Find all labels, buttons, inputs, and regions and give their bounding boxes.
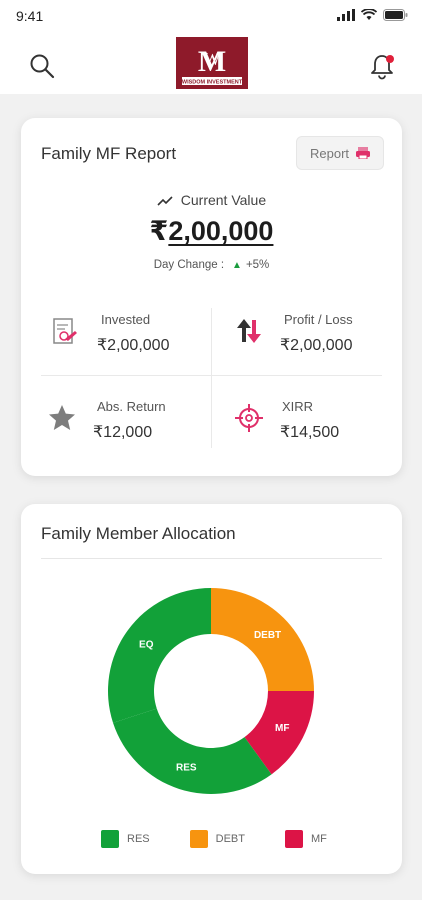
family-mf-report-card: Family MF Report Report Current Value ₹2… xyxy=(21,118,402,476)
stat-value: ₹14,500 xyxy=(280,424,340,441)
notification-button[interactable] xyxy=(370,52,396,80)
donut-label-mf: MF xyxy=(275,723,289,734)
legend-item-mf: MF xyxy=(284,830,327,848)
legend-item-res: RES xyxy=(101,830,150,848)
invested-icon xyxy=(53,318,77,344)
chart-legend: RES DEBT MF xyxy=(101,830,349,848)
day-change-label: Day Change : xyxy=(153,259,225,271)
legend-label: RES xyxy=(127,833,150,845)
pdf-icon xyxy=(356,147,371,159)
legend-swatch xyxy=(284,830,303,848)
donut-slice-res[interactable] xyxy=(113,708,272,794)
trend-icon xyxy=(157,196,173,206)
status-bar: 9:41 xyxy=(0,0,422,32)
svg-text:M: M xyxy=(198,45,226,78)
stats-divider-vertical xyxy=(211,308,212,448)
allocation-divider xyxy=(41,558,382,559)
donut-slice-eq[interactable] xyxy=(107,588,211,723)
day-change: Day Change : ▲ +5% xyxy=(21,259,402,271)
stat-abs-return: Abs. Return ₹12,000 xyxy=(47,399,197,449)
up-triangle-icon: ▲ xyxy=(232,260,242,271)
stat-invested: Invested ₹2,00,000 xyxy=(51,312,201,362)
donut-label-eq: EQ xyxy=(139,639,154,650)
brand-logo: M W WISDOM INVESTMENT xyxy=(176,37,248,89)
legend-label: DEBT xyxy=(215,833,245,845)
current-value-label: Current Value xyxy=(180,192,267,208)
wifi-icon xyxy=(361,9,377,20)
donut-label-debt: DEBT xyxy=(254,630,281,641)
legend-label: MF xyxy=(310,833,327,845)
stat-value: ₹2,00,000 xyxy=(280,337,353,354)
report-button[interactable]: Report xyxy=(296,136,384,170)
donut-slice-mf[interactable] xyxy=(244,691,314,775)
app-header: M W WISDOM INVESTMENT xyxy=(0,32,422,94)
search-button[interactable] xyxy=(28,52,56,80)
legend-swatch xyxy=(189,830,208,848)
stats-divider-horizontal xyxy=(41,375,382,376)
svg-text:W: W xyxy=(204,49,221,69)
report-button-label: Report xyxy=(309,145,350,161)
notification-badge xyxy=(386,55,394,63)
status-icons xyxy=(337,9,408,21)
star-icon xyxy=(49,405,75,430)
stat-label: Profit / Loss xyxy=(284,312,353,327)
legend-item-debt: DEBT xyxy=(189,830,245,848)
battery-icon xyxy=(383,9,408,21)
stat-xirr: XIRR ₹14,500 xyxy=(234,399,384,449)
family-member-allocation-card: Family Member Allocation DEBT MF RES EQ RES… xyxy=(21,504,402,874)
report-card-title: Family MF Report xyxy=(41,144,177,163)
up-down-arrows-icon xyxy=(237,319,261,343)
status-time: 9:41 xyxy=(16,8,44,24)
currency-symbol: ₹ xyxy=(149,216,169,246)
legend-swatch xyxy=(101,830,119,848)
bell-icon xyxy=(371,55,394,80)
svg-text:WISDOM INVESTMENT: WISDOM INVESTMENT xyxy=(182,80,243,86)
search-icon xyxy=(30,54,55,79)
day-change-value: +5% xyxy=(245,259,270,271)
stat-label: Invested xyxy=(101,312,151,327)
donut-label-res: RES xyxy=(176,763,197,774)
donut-slice-debt[interactable] xyxy=(211,588,314,691)
current-value: ₹2,00,000 xyxy=(21,216,402,247)
allocation-card-title: Family Member Allocation xyxy=(41,524,236,543)
stat-value: ₹12,000 xyxy=(93,424,153,441)
current-value-amount: 2,00,000 xyxy=(168,216,274,246)
stat-label: XIRR xyxy=(282,399,314,414)
target-icon xyxy=(235,404,263,432)
stat-profit-loss: Profit / Loss ₹2,00,000 xyxy=(234,312,384,362)
signal-icon xyxy=(337,9,355,21)
stat-value: ₹2,00,000 xyxy=(97,337,170,354)
current-value-label-row: Current Value xyxy=(21,192,402,208)
stat-label: Abs. Return xyxy=(97,399,166,414)
allocation-donut-chart[interactable]: DEBT MF RES EQ xyxy=(104,584,318,798)
